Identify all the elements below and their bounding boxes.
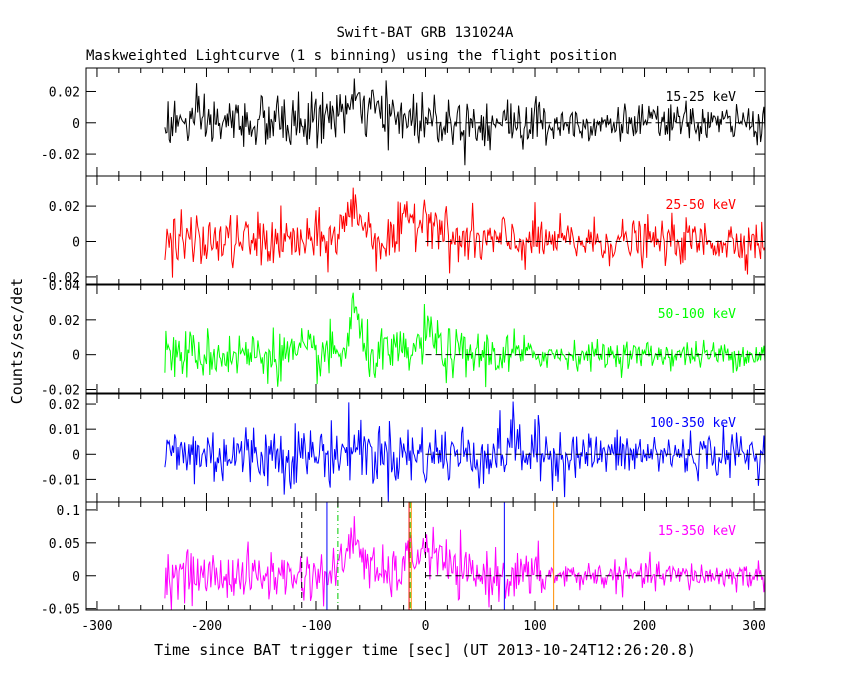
x-tick-label: -200 xyxy=(191,619,222,634)
y-tick-label: 0.02 xyxy=(49,398,80,413)
lightcurve-0 xyxy=(164,78,766,166)
y-tick-label: -0.02 xyxy=(41,384,80,399)
y-tick-label: 0.02 xyxy=(49,200,80,215)
y-tick-label: 0.04 xyxy=(49,279,80,294)
x-tick-label: 300 xyxy=(742,619,765,634)
y-tick-label: 0.02 xyxy=(49,314,80,329)
y-tick-label: 0.01 xyxy=(49,423,80,438)
lightcurve-4 xyxy=(164,516,766,611)
chart-subtitle: Maskweighted Lightcurve (1 s binning) us… xyxy=(86,48,617,64)
y-tick-label: -0.01 xyxy=(41,473,80,488)
x-tick-label: -100 xyxy=(300,619,331,634)
panels-group: 0.02 0 -0.02 15-25 keV 0.02 0 -0.02 25-50 keV 0.… xyxy=(41,67,766,634)
band-label: 50-100 keV xyxy=(658,307,736,322)
lightcurve-1 xyxy=(164,187,766,278)
y-tick-label: -0.02 xyxy=(41,271,80,286)
band-label: 100-350 keV xyxy=(650,416,736,431)
y-tick-label: -0.02 xyxy=(41,148,80,163)
band-label: 15-25 keV xyxy=(666,90,737,105)
y-tick-label: 0 xyxy=(72,570,80,585)
band-label: 15-350 keV xyxy=(658,524,736,539)
chart-title: Swift-BAT GRB 131024A xyxy=(336,25,514,41)
x-axis-label: Time since BAT trigger time [sec] (UT 20… xyxy=(154,641,696,659)
y-tick-label: 0.02 xyxy=(49,85,80,100)
lightcurve-3 xyxy=(164,401,766,503)
x-tick-label: 200 xyxy=(633,619,656,634)
x-tick-label: 100 xyxy=(523,619,546,634)
y-tick-label: -0.05 xyxy=(41,603,80,618)
lightcurve-2 xyxy=(164,292,766,388)
y-tick-label: 0 xyxy=(72,117,80,132)
band-label: 25-50 keV xyxy=(666,198,737,213)
y-tick-label: 0 xyxy=(72,448,80,463)
y-tick-label: 0.05 xyxy=(49,537,80,552)
y-tick-label: 0 xyxy=(72,236,80,251)
x-tick-label: -300 xyxy=(81,619,112,634)
panel-frame-3 xyxy=(85,393,766,503)
y-axis-label: Counts/sec/det xyxy=(8,278,26,404)
x-tick-label: 0 xyxy=(422,619,430,634)
y-tick-label: 0 xyxy=(72,349,80,364)
y-tick-label: 0.1 xyxy=(57,504,80,519)
